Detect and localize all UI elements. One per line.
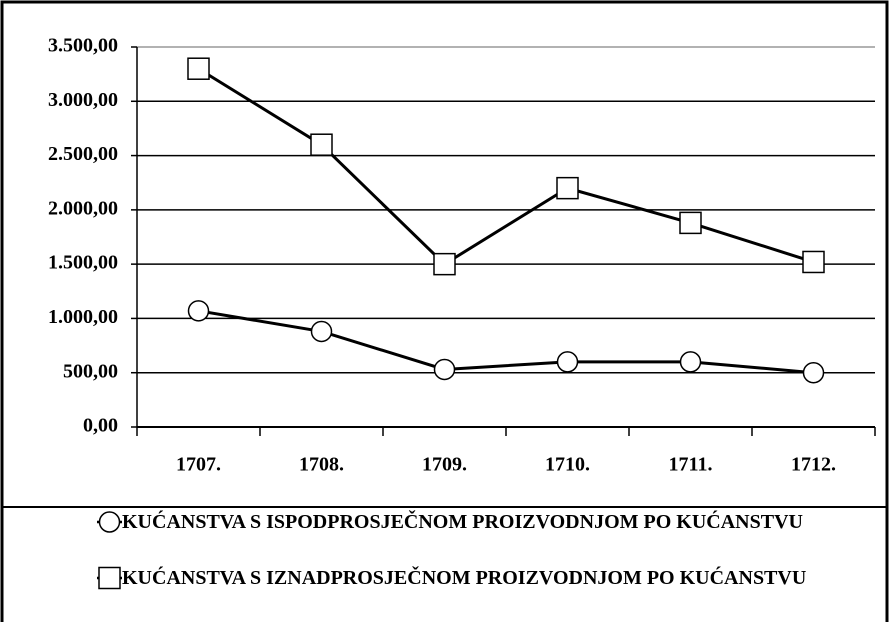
y-tick-label: 500,00 <box>63 360 118 382</box>
x-tick-label: 1709. <box>422 454 467 476</box>
x-tick-label: 1707. <box>176 454 221 476</box>
point <box>187 57 210 80</box>
point <box>310 320 333 343</box>
point <box>802 361 825 384</box>
legend-label: KUĆANSTVA S IZNADPROSJEČNOM PROIZVODNJOM… <box>122 567 807 589</box>
point <box>556 351 579 373</box>
point <box>187 300 210 322</box>
line <box>198 309 814 375</box>
point <box>802 250 825 274</box>
x-tick-label: 1710. <box>545 454 590 476</box>
x-tick-label: 1711. <box>669 454 713 476</box>
point <box>679 211 702 235</box>
point <box>310 133 333 156</box>
point <box>556 176 579 200</box>
legend-marker <box>98 566 121 590</box>
y-tick-label: 1.000,00 <box>48 306 118 328</box>
y-tick-label: 1.500,00 <box>48 252 118 274</box>
legend-marker <box>98 511 121 533</box>
point <box>433 252 456 276</box>
y-tick-label: 3.000,00 <box>48 89 118 111</box>
line <box>197 67 814 267</box>
y-tick-label: 2.500,00 <box>48 143 118 165</box>
point <box>433 358 456 381</box>
y-tick-label: 0,00 <box>83 415 118 437</box>
x-tick-label: 1712. <box>791 454 836 476</box>
y-tick-label: 3.500,00 <box>48 35 118 57</box>
x-tick-label: 1708. <box>299 454 344 476</box>
legend-label: KUĆANSTVA S ISPODPROSJEČNOM PROIZVODNJOM… <box>122 511 803 533</box>
y-tick-label: 2.000,00 <box>48 197 118 219</box>
point <box>679 351 702 373</box>
